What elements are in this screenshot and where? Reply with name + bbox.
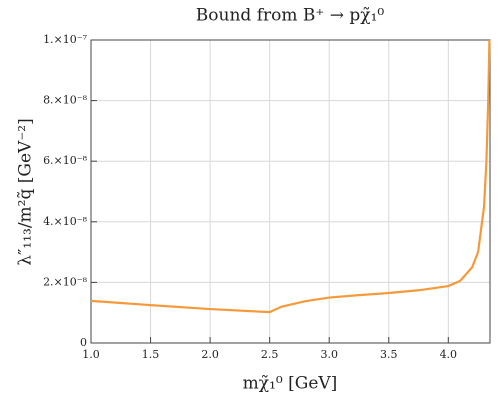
y-tick-label: 2.×10⁻⁸	[43, 275, 88, 288]
chart-title: Bound from B⁺ → pχ̃₁⁰	[196, 6, 385, 26]
y-tick-label: 0	[80, 336, 87, 349]
x-tick-label: 1.0	[82, 348, 100, 361]
x-tick-label: 1.5	[142, 348, 160, 361]
line	[90, 39, 491, 314]
y-tick-label: 1.×10⁻⁷	[43, 33, 88, 46]
x-tick-label: 4.0	[440, 348, 458, 361]
x-tick-label: 2.5	[261, 348, 279, 361]
y-tick-label: 6.×10⁻⁸	[43, 154, 88, 167]
plot-frame	[90, 39, 491, 344]
x-tick-label: 2.0	[201, 348, 219, 361]
y-tick-label: 8.×10⁻⁸	[43, 94, 88, 107]
y-tick-label: 4.×10⁻⁸	[43, 215, 88, 228]
x-tick-label: 3.5	[380, 348, 398, 361]
x-axis-label: mχ̃₁⁰ [GeV]	[243, 374, 338, 394]
x-tick-label: 3.0	[320, 348, 338, 361]
y-axis-label: λ″₁₁₃/m²q̃ [GeV⁻²]	[16, 118, 36, 266]
